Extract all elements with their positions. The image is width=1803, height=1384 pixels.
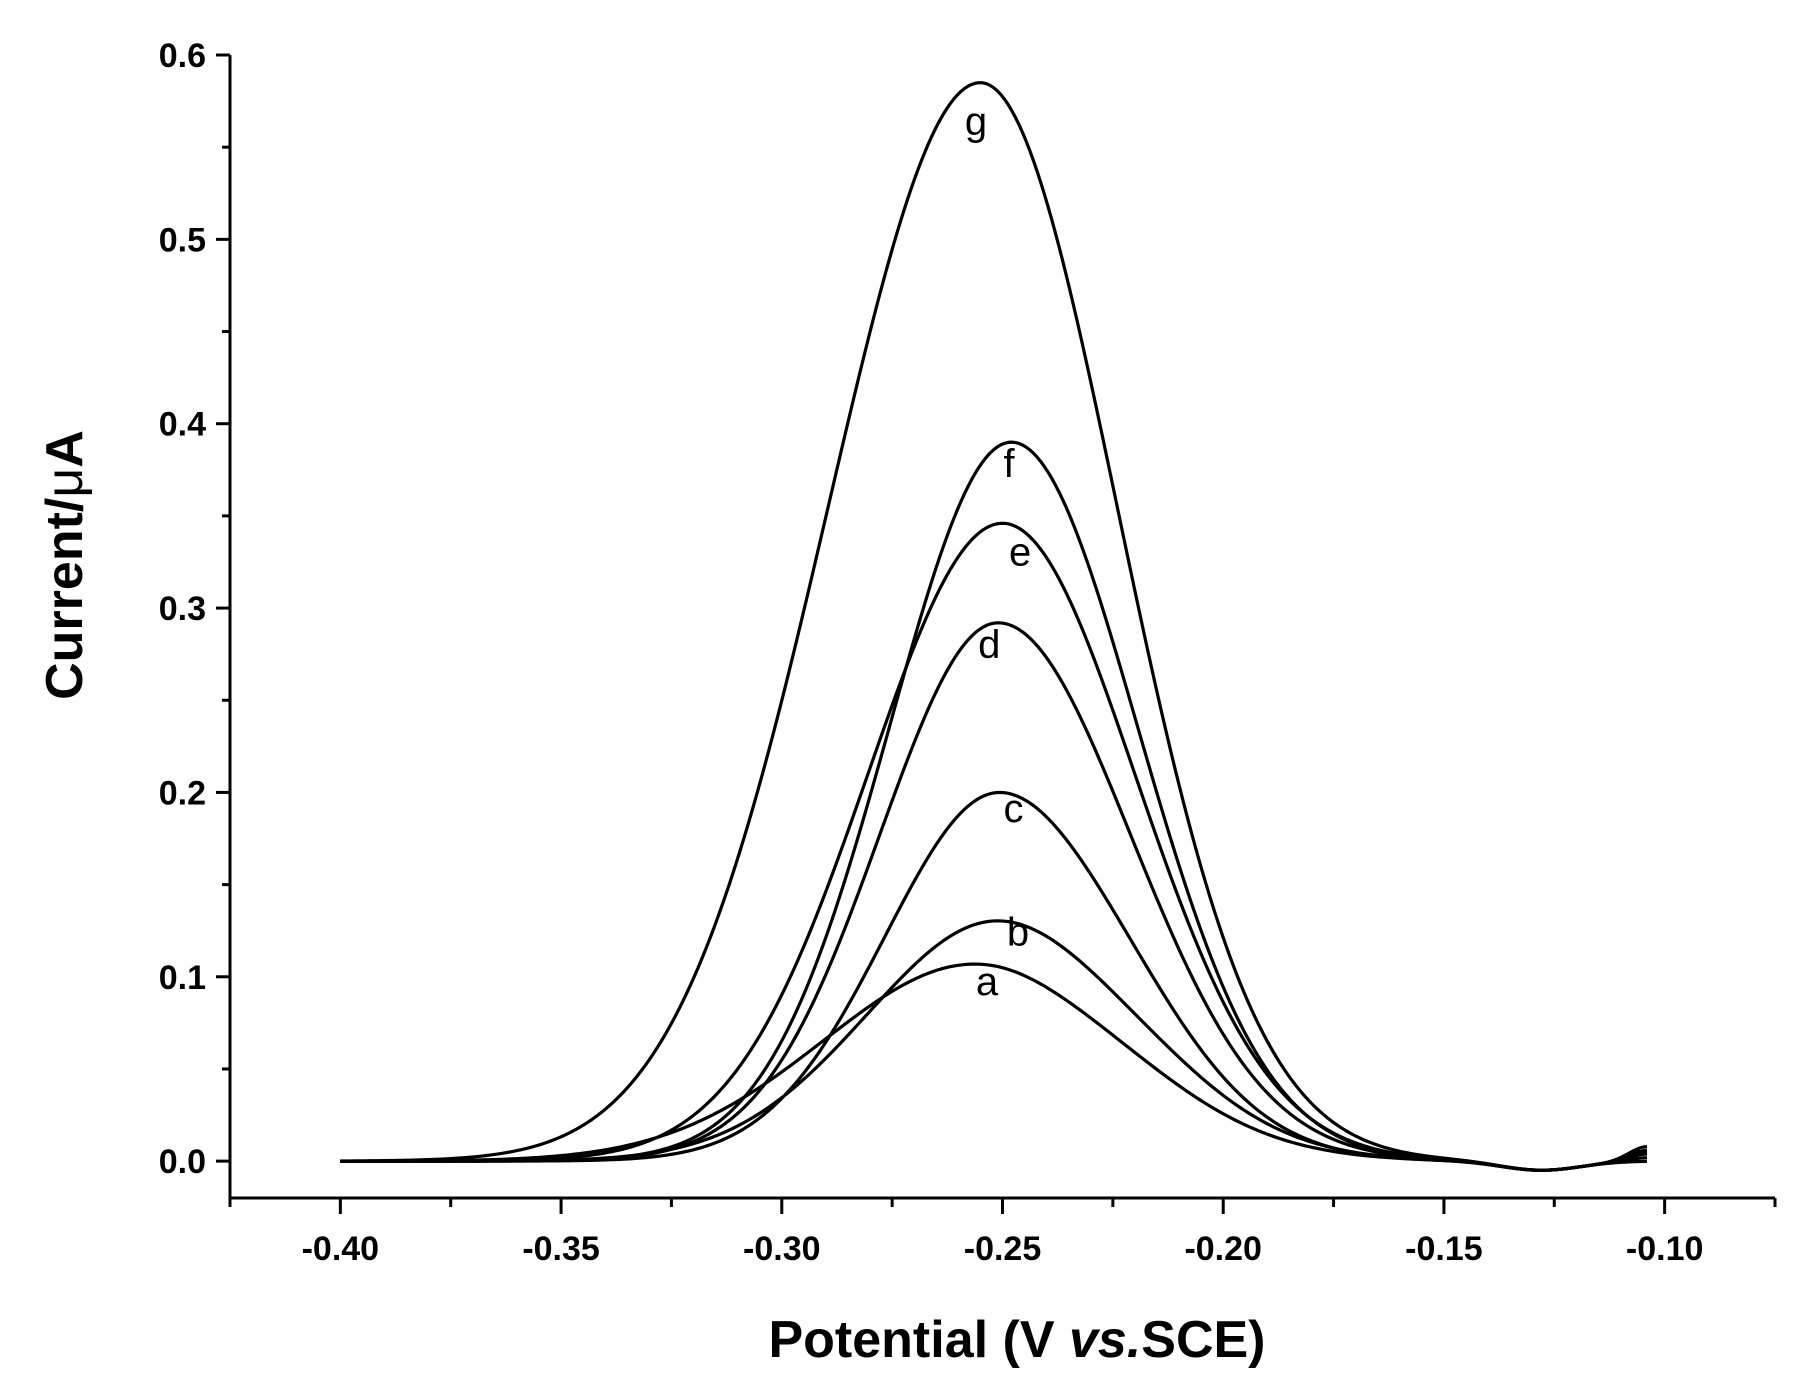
curve-label-g: g <box>965 99 987 143</box>
y-tick-label: 0.4 <box>159 406 206 444</box>
x-tick-label: -0.30 <box>743 1230 821 1268</box>
x-axis-title: Potential (V vs.SCE) <box>768 1311 1265 1369</box>
curves <box>340 81 1648 1172</box>
x-axis-title-part-1: Potential (V <box>768 1311 1068 1369</box>
curve-label-e: e <box>1009 531 1031 575</box>
y-tick-label: 0.5 <box>159 221 206 259</box>
curve-label-d: d <box>978 623 1000 667</box>
axes: 0.0 0.1 0.2 0.3 0.4 0.5 0.6 -0.40 -0.35 -0.30 -0.2… <box>159 37 1777 1268</box>
x-tick-label: -0.20 <box>1184 1230 1262 1268</box>
y-axis-title-part-3: A <box>36 430 94 468</box>
curve-g <box>340 81 1648 1172</box>
curve-label-a: a <box>976 960 999 1004</box>
x-tick-label: -0.25 <box>964 1230 1042 1268</box>
y-tick-label: 0.2 <box>159 774 206 812</box>
curve-f <box>340 440 1648 1172</box>
y-axis-title: Current/μA <box>36 430 94 700</box>
y-tick-label: 0.6 <box>159 37 206 75</box>
curve-label-f: f <box>1004 442 1016 486</box>
x-axis-title-part-3: SCE) <box>1141 1311 1265 1369</box>
y-tick-label: 0.1 <box>159 959 206 997</box>
y-axis-title-part-2: μ <box>36 468 94 498</box>
y-tick-label: 0.3 <box>159 590 206 628</box>
x-axis-title-part-2: vs. <box>1069 1311 1141 1369</box>
curve-label-b: b <box>1007 910 1029 954</box>
x-tick-label: -0.15 <box>1405 1230 1483 1268</box>
x-tick-label: -0.40 <box>302 1230 380 1268</box>
curve-b <box>340 919 1648 1172</box>
curve-labels: ab c d e f g <box>965 99 1031 1004</box>
x-tick-label: -0.10 <box>1626 1230 1704 1268</box>
curve-e <box>340 521 1648 1172</box>
curve-label-c: c <box>1004 787 1024 831</box>
y-tick-label: 0.0 <box>159 1143 206 1181</box>
x-tick-label: -0.35 <box>522 1230 600 1268</box>
y-axis-title-part-1: Current/ <box>36 498 94 700</box>
curve-d <box>340 621 1648 1172</box>
